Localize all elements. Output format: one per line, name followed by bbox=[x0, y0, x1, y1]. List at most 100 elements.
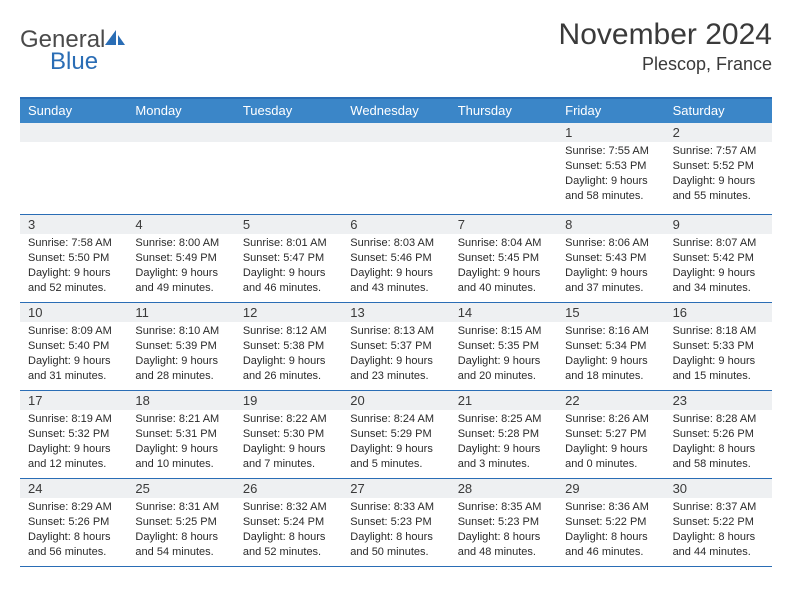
day-body: Sunrise: 8:37 AMSunset: 5:22 PMDaylight:… bbox=[665, 498, 772, 563]
day-cell bbox=[450, 123, 557, 215]
sunset-text: Sunset: 5:40 PM bbox=[28, 339, 119, 354]
day-body: Sunrise: 8:29 AMSunset: 5:26 PMDaylight:… bbox=[20, 498, 127, 563]
daylight-text: Daylight: 9 hours and 23 minutes. bbox=[350, 354, 441, 384]
daylight-text: Daylight: 9 hours and 10 minutes. bbox=[135, 442, 226, 472]
daylight-text: Daylight: 9 hours and 15 minutes. bbox=[673, 354, 764, 384]
sunset-text: Sunset: 5:47 PM bbox=[243, 251, 334, 266]
title-block: November 2024 Plescop, France bbox=[559, 18, 772, 75]
sunrise-text: Sunrise: 8:03 AM bbox=[350, 236, 441, 251]
sunrise-text: Sunrise: 8:09 AM bbox=[28, 324, 119, 339]
day-cell: 15Sunrise: 8:16 AMSunset: 5:34 PMDayligh… bbox=[557, 303, 664, 391]
week-row: 24Sunrise: 8:29 AMSunset: 5:26 PMDayligh… bbox=[20, 479, 772, 567]
day-body: Sunrise: 7:57 AMSunset: 5:52 PMDaylight:… bbox=[665, 142, 772, 207]
sunset-text: Sunset: 5:30 PM bbox=[243, 427, 334, 442]
day-cell: 28Sunrise: 8:35 AMSunset: 5:23 PMDayligh… bbox=[450, 479, 557, 567]
day-number: 24 bbox=[20, 479, 127, 498]
daylight-text: Daylight: 9 hours and 12 minutes. bbox=[28, 442, 119, 472]
day-cell: 14Sunrise: 8:15 AMSunset: 5:35 PMDayligh… bbox=[450, 303, 557, 391]
day-body: Sunrise: 8:09 AMSunset: 5:40 PMDaylight:… bbox=[20, 322, 127, 387]
day-body: Sunrise: 8:32 AMSunset: 5:24 PMDaylight:… bbox=[235, 498, 342, 563]
daylight-text: Daylight: 8 hours and 48 minutes. bbox=[458, 530, 549, 560]
daylight-text: Daylight: 9 hours and 34 minutes. bbox=[673, 266, 764, 296]
daylight-text: Daylight: 9 hours and 7 minutes. bbox=[243, 442, 334, 472]
month-title: November 2024 bbox=[559, 18, 772, 52]
day-body: Sunrise: 8:04 AMSunset: 5:45 PMDaylight:… bbox=[450, 234, 557, 299]
daylight-text: Daylight: 9 hours and 18 minutes. bbox=[565, 354, 656, 384]
day-cell: 25Sunrise: 8:31 AMSunset: 5:25 PMDayligh… bbox=[127, 479, 234, 567]
day-number: 29 bbox=[557, 479, 664, 498]
sunset-text: Sunset: 5:42 PM bbox=[673, 251, 764, 266]
day-body: Sunrise: 8:15 AMSunset: 5:35 PMDaylight:… bbox=[450, 322, 557, 387]
day-number: 10 bbox=[20, 303, 127, 322]
day-body: Sunrise: 8:22 AMSunset: 5:30 PMDaylight:… bbox=[235, 410, 342, 475]
day-cell: 1Sunrise: 7:55 AMSunset: 5:53 PMDaylight… bbox=[557, 123, 664, 215]
day-number-empty bbox=[235, 123, 342, 142]
day-number: 4 bbox=[127, 215, 234, 234]
day-body: Sunrise: 8:18 AMSunset: 5:33 PMDaylight:… bbox=[665, 322, 772, 387]
sunrise-text: Sunrise: 8:07 AM bbox=[673, 236, 764, 251]
sunrise-text: Sunrise: 8:36 AM bbox=[565, 500, 656, 515]
sunset-text: Sunset: 5:49 PM bbox=[135, 251, 226, 266]
sunset-text: Sunset: 5:22 PM bbox=[673, 515, 764, 530]
sunset-text: Sunset: 5:32 PM bbox=[28, 427, 119, 442]
day-number-empty bbox=[450, 123, 557, 142]
sunset-text: Sunset: 5:23 PM bbox=[350, 515, 441, 530]
sunrise-text: Sunrise: 7:55 AM bbox=[565, 144, 656, 159]
day-body: Sunrise: 8:25 AMSunset: 5:28 PMDaylight:… bbox=[450, 410, 557, 475]
day-number: 15 bbox=[557, 303, 664, 322]
sunset-text: Sunset: 5:52 PM bbox=[673, 159, 764, 174]
daylight-text: Daylight: 8 hours and 54 minutes. bbox=[135, 530, 226, 560]
sunset-text: Sunset: 5:53 PM bbox=[565, 159, 656, 174]
calendar-page: General November 2024 Plescop, France Bl… bbox=[0, 0, 792, 612]
day-number: 17 bbox=[20, 391, 127, 410]
sunset-text: Sunset: 5:27 PM bbox=[565, 427, 656, 442]
day-body: Sunrise: 7:55 AMSunset: 5:53 PMDaylight:… bbox=[557, 142, 664, 207]
day-body: Sunrise: 8:31 AMSunset: 5:25 PMDaylight:… bbox=[127, 498, 234, 563]
calendar-grid: Sunday Monday Tuesday Wednesday Thursday… bbox=[20, 97, 772, 567]
page-header: General November 2024 Plescop, France bbox=[20, 18, 772, 75]
sunset-text: Sunset: 5:38 PM bbox=[243, 339, 334, 354]
sunset-text: Sunset: 5:37 PM bbox=[350, 339, 441, 354]
day-cell: 17Sunrise: 8:19 AMSunset: 5:32 PMDayligh… bbox=[20, 391, 127, 479]
day-cell: 4Sunrise: 8:00 AMSunset: 5:49 PMDaylight… bbox=[127, 215, 234, 303]
day-number-empty bbox=[20, 123, 127, 142]
sunrise-text: Sunrise: 8:16 AM bbox=[565, 324, 656, 339]
brand-text-blue: Blue bbox=[50, 48, 98, 75]
daylight-text: Daylight: 9 hours and 40 minutes. bbox=[458, 266, 549, 296]
daylight-text: Daylight: 8 hours and 58 minutes. bbox=[673, 442, 764, 472]
day-cell: 10Sunrise: 8:09 AMSunset: 5:40 PMDayligh… bbox=[20, 303, 127, 391]
day-body: Sunrise: 8:12 AMSunset: 5:38 PMDaylight:… bbox=[235, 322, 342, 387]
day-number: 9 bbox=[665, 215, 772, 234]
day-header-fri: Friday bbox=[557, 99, 664, 123]
day-cell: 18Sunrise: 8:21 AMSunset: 5:31 PMDayligh… bbox=[127, 391, 234, 479]
sunset-text: Sunset: 5:50 PM bbox=[28, 251, 119, 266]
day-number: 3 bbox=[20, 215, 127, 234]
day-cell: 16Sunrise: 8:18 AMSunset: 5:33 PMDayligh… bbox=[665, 303, 772, 391]
sunrise-text: Sunrise: 8:32 AM bbox=[243, 500, 334, 515]
sunset-text: Sunset: 5:25 PM bbox=[135, 515, 226, 530]
daylight-text: Daylight: 8 hours and 52 minutes. bbox=[243, 530, 334, 560]
day-body: Sunrise: 8:36 AMSunset: 5:22 PMDaylight:… bbox=[557, 498, 664, 563]
sunrise-text: Sunrise: 8:26 AM bbox=[565, 412, 656, 427]
day-cell: 21Sunrise: 8:25 AMSunset: 5:28 PMDayligh… bbox=[450, 391, 557, 479]
sunset-text: Sunset: 5:28 PM bbox=[458, 427, 549, 442]
sunset-text: Sunset: 5:33 PM bbox=[673, 339, 764, 354]
day-body: Sunrise: 8:01 AMSunset: 5:47 PMDaylight:… bbox=[235, 234, 342, 299]
day-header-wed: Wednesday bbox=[342, 99, 449, 123]
day-cell: 13Sunrise: 8:13 AMSunset: 5:37 PMDayligh… bbox=[342, 303, 449, 391]
day-number: 27 bbox=[342, 479, 449, 498]
daylight-text: Daylight: 8 hours and 44 minutes. bbox=[673, 530, 764, 560]
sunrise-text: Sunrise: 8:35 AM bbox=[458, 500, 549, 515]
day-cell: 5Sunrise: 8:01 AMSunset: 5:47 PMDaylight… bbox=[235, 215, 342, 303]
day-number: 21 bbox=[450, 391, 557, 410]
sunrise-text: Sunrise: 8:21 AM bbox=[135, 412, 226, 427]
day-number-empty bbox=[342, 123, 449, 142]
sunrise-text: Sunrise: 8:18 AM bbox=[673, 324, 764, 339]
day-body: Sunrise: 8:06 AMSunset: 5:43 PMDaylight:… bbox=[557, 234, 664, 299]
day-cell: 22Sunrise: 8:26 AMSunset: 5:27 PMDayligh… bbox=[557, 391, 664, 479]
daylight-text: Daylight: 9 hours and 3 minutes. bbox=[458, 442, 549, 472]
day-cell: 3Sunrise: 7:58 AMSunset: 5:50 PMDaylight… bbox=[20, 215, 127, 303]
day-number: 8 bbox=[557, 215, 664, 234]
day-body: Sunrise: 8:26 AMSunset: 5:27 PMDaylight:… bbox=[557, 410, 664, 475]
daylight-text: Daylight: 9 hours and 26 minutes. bbox=[243, 354, 334, 384]
